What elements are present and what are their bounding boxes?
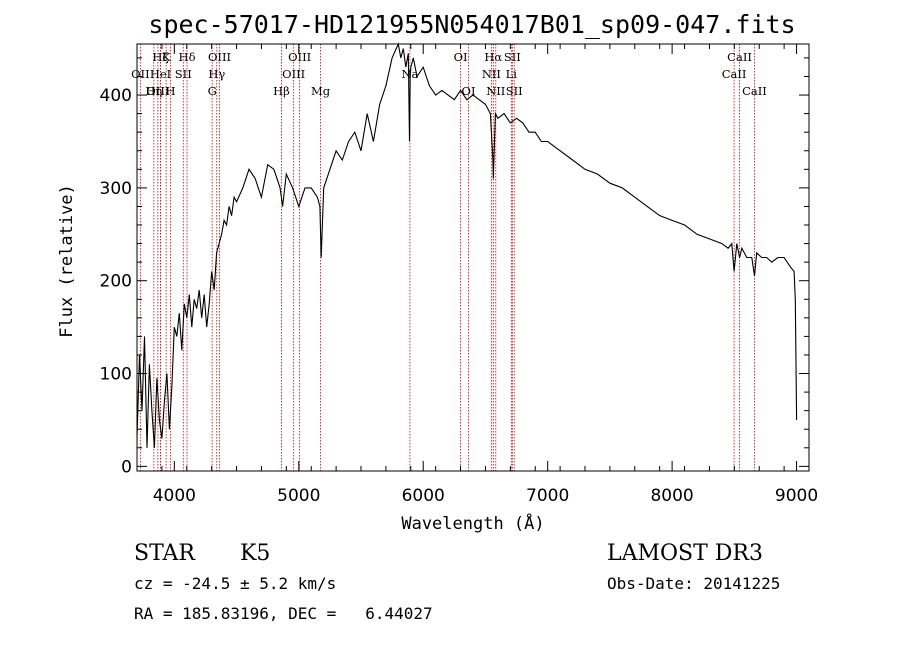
spectrum-series-line <box>136 42 798 448</box>
spectral-line-label: Hα <box>484 50 502 64</box>
plot-frame <box>136 43 810 472</box>
spectral-line-label: Mg <box>311 84 331 98</box>
spectral-line-label: OI <box>454 50 468 64</box>
x-tick-label: 6000 <box>402 486 445 506</box>
y-tick-label: 400 <box>100 86 132 106</box>
survey-name: LAMOST DR3 <box>607 541 763 566</box>
spectral-line-label: CaII <box>727 50 752 64</box>
spectral-line-labels: OIIHηOIIIHζHeIKHSIIHδGHγOIIIHβOIIIOIIIMg… <box>131 50 767 98</box>
object-subclass: K5 <box>240 541 270 566</box>
spectral-line-label: SII <box>506 84 523 98</box>
coordinates: RA = 185.83196, DEC = 6.44027 <box>134 604 433 623</box>
x-axis-label: Wavelength (Å) <box>401 512 544 534</box>
spectral-line-markers <box>139 44 755 471</box>
redshift-cz: cz = -24.5 ± 5.2 km/s <box>134 574 336 593</box>
spectral-line-label: OIII <box>146 84 169 98</box>
spectral-line-label: Li <box>506 67 518 81</box>
spectral-line-label: SII <box>504 50 521 64</box>
x-tick-label: 5000 <box>277 486 320 506</box>
spectral-line-label: Hδ <box>179 50 196 64</box>
spectral-line-label: SII <box>175 67 192 81</box>
spectral-line-label: CaII <box>742 84 767 98</box>
x-tick-label: 8000 <box>650 486 693 506</box>
spectral-line-label: NII <box>486 84 505 98</box>
spectral-line-label: HeI <box>150 67 171 81</box>
spectral-line-label: G <box>208 84 217 98</box>
object-class: STAR <box>134 541 196 566</box>
spectral-line-label: OIII <box>288 50 311 64</box>
spectral-line-label: NII <box>482 67 501 81</box>
spectral-line-label: Hβ <box>273 84 290 98</box>
y-tick-label: 0 <box>121 457 132 477</box>
y-axis-label: Flux (relative) <box>57 184 77 338</box>
spectral-line-label: OI <box>462 84 476 98</box>
spectral-line-label: OII <box>131 67 150 81</box>
y-tick-label: 300 <box>100 179 132 199</box>
spectral-line-label: Hγ <box>208 67 225 81</box>
observation-date: Obs-Date: 20141225 <box>607 574 780 593</box>
spectral-line-label: CaII <box>722 67 747 81</box>
chart-title: spec-57017-HD121955N054017B01_sp09-047.f… <box>148 10 795 39</box>
x-tick-label: 9000 <box>775 486 818 506</box>
spectral-line-label: Hη <box>145 84 162 98</box>
x-axis-ticks: 4000 5000 6000 7000 8000 9000 <box>136 44 818 506</box>
y-tick-label: 100 <box>100 365 132 385</box>
spectral-line-label: K <box>162 50 171 64</box>
spectral-line-label: OIII <box>282 67 305 81</box>
y-axis-ticks: 0 100 200 300 400 <box>100 57 809 477</box>
spectral-line-label: OIII <box>208 50 231 64</box>
x-tick-label: 4000 <box>153 486 196 506</box>
y-tick-label: 200 <box>100 272 132 292</box>
spectral-line-label: H <box>165 84 175 98</box>
spectral-line-label: Hζ <box>152 50 168 64</box>
x-tick-label: 7000 <box>526 486 569 506</box>
